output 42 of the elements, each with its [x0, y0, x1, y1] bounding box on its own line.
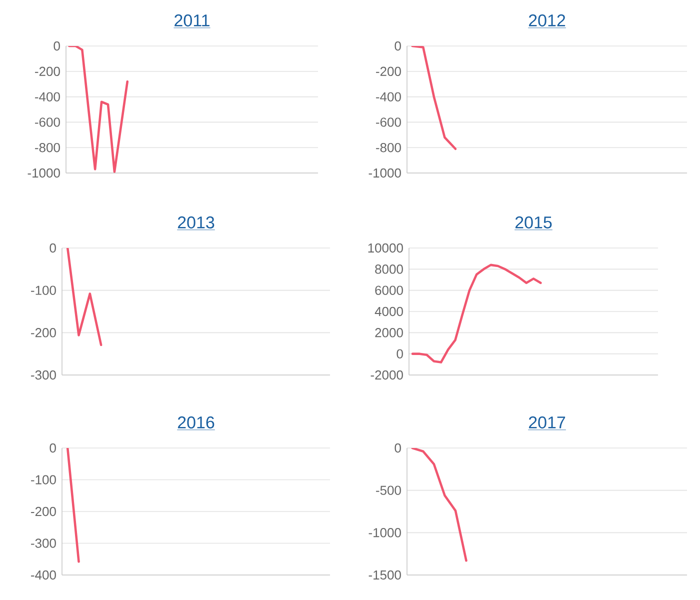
- y-tick-label: 0: [394, 41, 401, 51]
- y-tick-label: 0: [54, 41, 60, 51]
- y-tick-label: 0: [50, 243, 56, 253]
- y-tick-label: 0: [394, 443, 401, 453]
- line-series: [411, 264, 542, 364]
- chart-title: 2017: [528, 416, 566, 428]
- y-tick-label: -1000: [368, 168, 401, 178]
- y-tick-label: -200: [31, 506, 56, 516]
- y-tick-label: 10000: [368, 243, 403, 253]
- y-tick-label: -300: [31, 370, 56, 380]
- line-series: [66, 248, 102, 346]
- y-tick-label: -300: [31, 538, 56, 548]
- y-tick-label: -1000: [28, 168, 60, 178]
- y-tick-label: 2000: [375, 328, 403, 338]
- y-tick-label: 0: [396, 349, 403, 358]
- line-series: [411, 46, 457, 150]
- chart-title: 2013: [178, 216, 214, 228]
- y-tick-label: 0: [50, 443, 56, 453]
- y-tick-label: -1000: [368, 528, 401, 538]
- chart-title: 2016: [178, 416, 214, 428]
- chart-title: 2012: [528, 14, 566, 26]
- y-tick-label: -200: [35, 66, 60, 76]
- y-tick-label: -1500: [368, 570, 401, 580]
- y-tick-label: -400: [376, 92, 401, 102]
- y-tick-label: -200: [376, 66, 401, 76]
- y-tick-label: 4000: [374, 306, 403, 316]
- y-tick-label: -2000: [370, 370, 403, 380]
- y-tick-label: -200: [31, 328, 56, 338]
- y-tick-label: -400: [35, 92, 60, 102]
- y-tick-label: -100: [31, 286, 56, 295]
- y-tick-label: -800: [35, 142, 60, 152]
- y-tick-label: -600: [35, 118, 60, 127]
- y-tick-label: -400: [31, 570, 56, 580]
- chart-title: 2015: [515, 216, 552, 228]
- y-tick-label: -600: [376, 118, 401, 127]
- y-tick-label: 8000: [375, 264, 403, 274]
- y-tick-label: 6000: [375, 286, 403, 295]
- chart-title: 2011: [174, 14, 210, 26]
- y-tick-label: -100: [31, 475, 56, 484]
- line-series: [411, 448, 468, 562]
- y-tick-label: -500: [376, 486, 401, 495]
- y-tick-label: -800: [376, 142, 401, 152]
